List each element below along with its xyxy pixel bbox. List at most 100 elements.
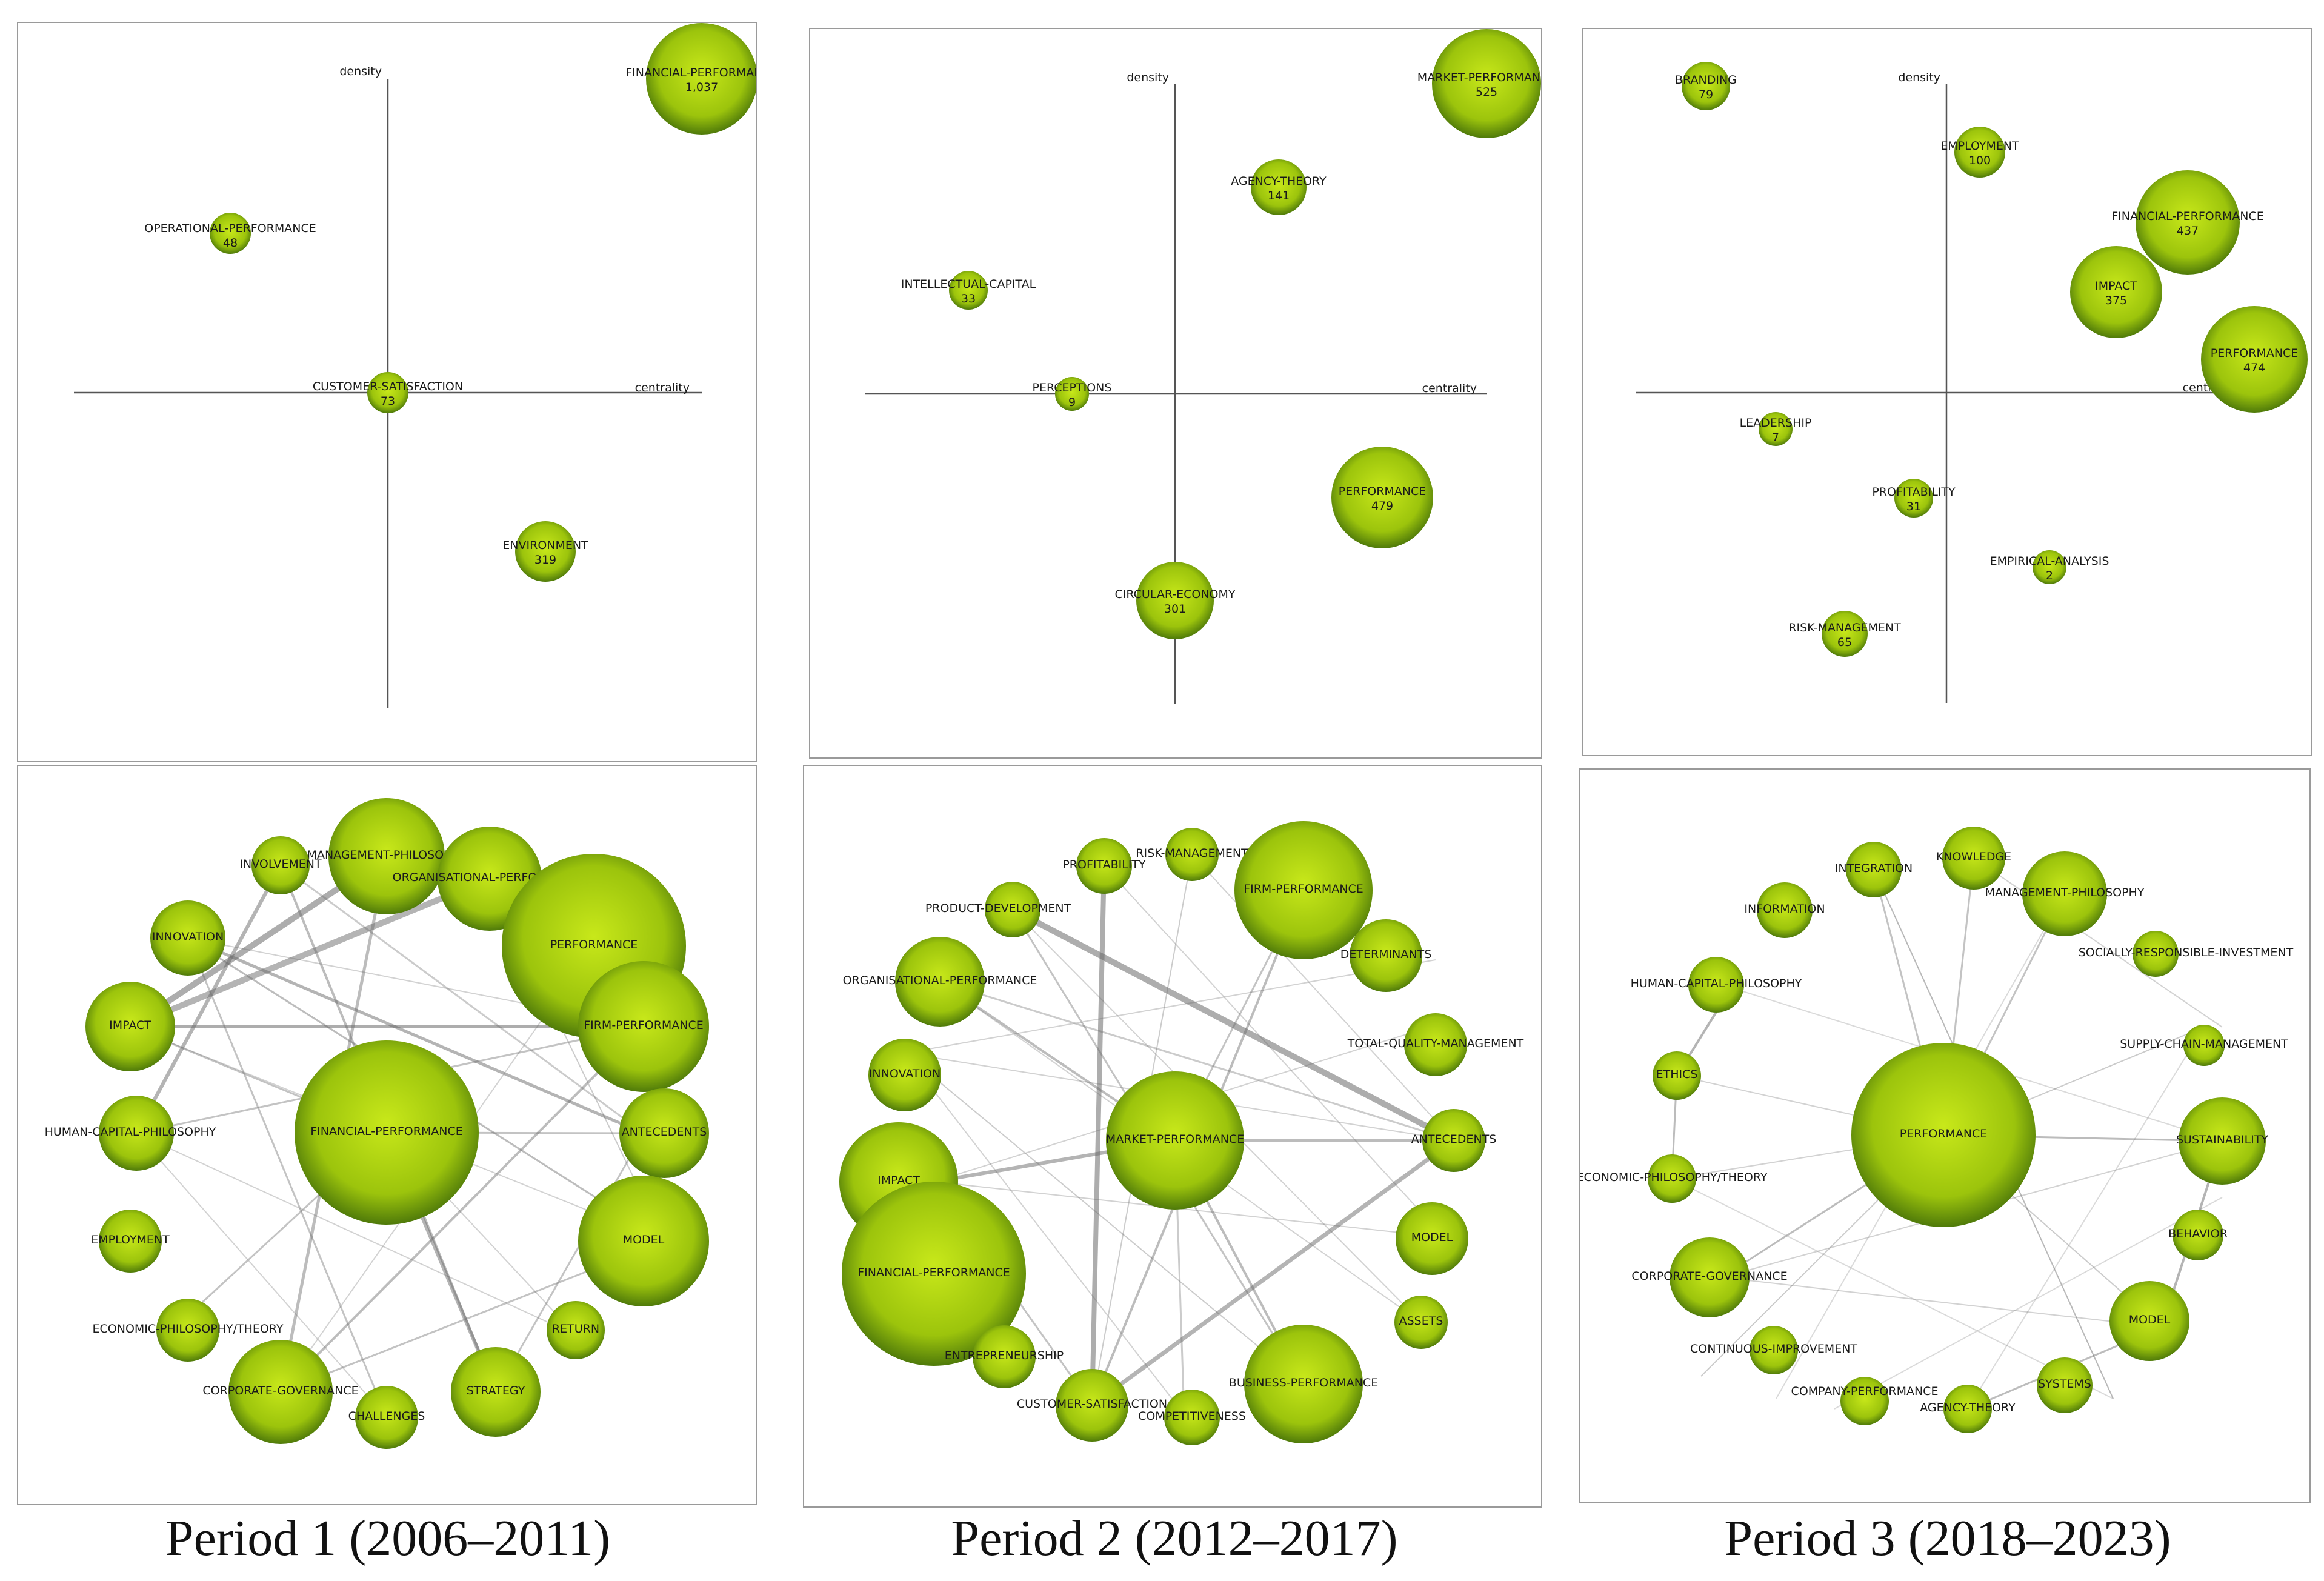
theme-bubble[interactable]: MARKET-PERFORMANCE 525	[1417, 29, 1542, 138]
network-node[interactable]: ANTECEDENTS	[1411, 1109, 1497, 1172]
theme-bubble[interactable]: PROFITABILITY 31	[1872, 479, 1956, 518]
network-node[interactable]: TOTAL-QUALITY-MANAGEMENT	[1347, 1013, 1524, 1076]
theme-bubble[interactable]: RISK-MANAGEMENT 65	[1788, 611, 1901, 657]
network-node[interactable]: ASSETS	[1394, 1296, 1448, 1349]
theme-bubble[interactable]: CUSTOMER-SATISFACTION 73	[313, 372, 463, 413]
network-node[interactable]: INNOVATION	[868, 1039, 941, 1111]
network-node[interactable]: COMPETITIVENESS	[1138, 1390, 1246, 1445]
svg-text:IMPACT: IMPACT	[2095, 279, 2137, 293]
svg-text:ENTREPRENEURSHIP: ENTREPRENEURSHIP	[945, 1349, 1064, 1362]
theme-bubble[interactable]: PERCEPTIONS 9	[1033, 377, 1112, 411]
svg-text:INVOLVEMENT: INVOLVEMENT	[239, 857, 322, 871]
svg-text:SYSTEMS: SYSTEMS	[2038, 1377, 2091, 1391]
svg-text:PERFORMANCE: PERFORMANCE	[1900, 1127, 1988, 1140]
svg-text:FIRM-PERFORMANCE: FIRM-PERFORMANCE	[1244, 882, 1363, 896]
network-node[interactable]: PRODUCT-DEVELOPMENT	[925, 882, 1071, 937]
svg-text:ECONOMIC-PHILOSOPHY/THEORY: ECONOMIC-PHILOSOPHY/THEORY	[93, 1322, 284, 1336]
network-node[interactable]: CORPORATE-GOVERNANCE	[202, 1340, 359, 1444]
network-node[interactable]: FINANCIAL-PERFORMANCE	[842, 1182, 1026, 1366]
network-node[interactable]: HUMAN-CAPITAL-PHILOSOPHY	[1631, 957, 1802, 1013]
network-node[interactable]: PROFITABILITY	[1062, 838, 1146, 894]
svg-text:INNOVATION: INNOVATION	[152, 930, 224, 944]
network-node[interactable]: CORPORATE-GOVERNANCE	[1631, 1237, 1788, 1317]
svg-text:PROFITABILITY: PROFITABILITY	[1062, 858, 1146, 871]
svg-text:100: 100	[1969, 154, 1991, 167]
svg-text:65: 65	[1837, 636, 1852, 649]
network-node[interactable]: MANAGEMENT-PHILOSOPHY	[307, 798, 467, 914]
svg-text:474: 474	[2243, 361, 2265, 374]
network-node[interactable]: KNOWLEDGE	[1936, 827, 2011, 890]
svg-text:PERCEPTIONS: PERCEPTIONS	[1033, 381, 1112, 394]
svg-text:MODEL: MODEL	[1411, 1231, 1453, 1244]
network-node[interactable]: SUPPLY-CHAIN-MANAGEMENT	[2120, 1025, 2288, 1066]
density-axis-label: density	[1127, 71, 1169, 84]
svg-text:AGENCY-THEORY: AGENCY-THEORY	[1231, 175, 1327, 188]
network-node[interactable]: INTEGRATION	[1835, 842, 1913, 897]
network-node[interactable]: MANAGEMENT-PHILOSOPHY	[1985, 851, 2145, 936]
network-node[interactable]: ECONOMIC-PHILOSOPHY/THEORY	[1580, 1154, 1768, 1203]
network-node[interactable]: MARKET-PERFORMANCE	[1106, 1071, 1244, 1210]
network-node[interactable]: MODEL	[1396, 1202, 1468, 1275]
network-node[interactable]: FIRM-PERFORMANCE	[1234, 821, 1373, 959]
network-node[interactable]: ECONOMIC-PHILOSOPHY/THEORY	[93, 1299, 284, 1362]
network-node[interactable]: INFORMATION	[1744, 882, 1825, 938]
network-node[interactable]: ENTREPRENEURSHIP	[945, 1325, 1064, 1388]
theme-bubble[interactable]: LEADERSHIP 7	[1740, 412, 1812, 446]
network-node[interactable]: IMPACT	[85, 982, 175, 1071]
network-node[interactable]: AGENCY-THEORY	[1920, 1385, 2016, 1433]
svg-text:MODEL: MODEL	[2129, 1313, 2171, 1326]
theme-bubble[interactable]: OPERATIONAL-PERFORMANCE 48	[144, 213, 316, 254]
svg-text:EMPLOYMENT: EMPLOYMENT	[91, 1233, 170, 1246]
svg-text:31: 31	[1906, 500, 1921, 513]
svg-text:FINANCIAL-PERFORMANCE: FINANCIAL-PERFORMANCE	[2111, 210, 2264, 223]
svg-text:BUSINESS-PERFORMANCE: BUSINESS-PERFORMANCE	[1229, 1376, 1378, 1390]
theme-bubble[interactable]: IMPACT 375	[2070, 246, 2162, 338]
network-node[interactable]: CHALLENGES	[348, 1386, 425, 1449]
theme-bubble[interactable]: PERFORMANCE 474	[2201, 306, 2308, 413]
svg-text:479: 479	[1371, 499, 1393, 513]
theme-bubble[interactable]: CIRCULAR-ECONOMY 301	[1115, 562, 1236, 639]
theme-bubble[interactable]: FINANCIAL-PERFORMANCE 437	[2111, 170, 2264, 275]
network-node[interactable]: INVOLVEMENT	[239, 836, 322, 894]
network-node[interactable]: MODEL	[2109, 1281, 2189, 1361]
theme-bubble[interactable]: AGENCY-THEORY 141	[1231, 159, 1327, 215]
theme-bubble[interactable]: EMPLOYMENT 100	[1940, 127, 2019, 178]
svg-text:ETHICS: ETHICS	[1656, 1068, 1698, 1081]
network-node[interactable]: CUSTOMER-SATISFACTION	[1017, 1369, 1167, 1442]
network-node[interactable]: PERFORMANCE	[1851, 1043, 2036, 1227]
theme-bubble[interactable]: ENVIRONMENT 319	[502, 521, 588, 582]
theme-bubble[interactable]: FINANCIAL-PERFORMANCE 1,037	[625, 23, 757, 135]
svg-text:CHALLENGES: CHALLENGES	[348, 1410, 425, 1423]
network-node[interactable]: COMPANY-PERFORMANCE	[1791, 1377, 1939, 1425]
network-node[interactable]: ETHICS	[1653, 1051, 1701, 1100]
svg-text:KNOWLEDGE: KNOWLEDGE	[1936, 850, 2011, 864]
network-node[interactable]: SOCIALLY-RESPONSIBLE-INVESTMENT	[2079, 931, 2294, 977]
network-node[interactable]: BEHAVIOR	[2168, 1210, 2228, 1260]
theme-bubble[interactable]: EMPIRICAL-ANALYSIS 2	[1990, 550, 2109, 584]
network-node[interactable]: FINANCIAL-PERFORMANCE	[295, 1040, 479, 1225]
network-node[interactable]: SYSTEMS	[2037, 1357, 2093, 1413]
strategic-map-period-3: density centrality BRANDING 79 EMPLOYMEN…	[1582, 28, 2312, 756]
network-node[interactable]: ANTECEDENTS	[619, 1088, 709, 1178]
network-node[interactable]: STRATEGY	[451, 1347, 541, 1437]
network-node[interactable]: RETURN	[547, 1301, 605, 1359]
network-node[interactable]: INNOVATION	[150, 900, 225, 976]
network-node[interactable]: HUMAN-CAPITAL-PHILOSOPHY	[45, 1096, 216, 1171]
density-axis-label: density	[1898, 71, 1940, 84]
network-node[interactable]: RISK-MANAGEMENT	[1136, 828, 1248, 881]
network-node[interactable]: CONTINUOUS-IMPROVEMENT	[1690, 1326, 1857, 1374]
network-node[interactable]: DETERMINANTS	[1340, 919, 1432, 992]
network-node[interactable]: EMPLOYMENT	[91, 1210, 170, 1273]
svg-text:IMPACT: IMPACT	[109, 1019, 151, 1032]
network-node[interactable]: SUSTAINABILITY	[2176, 1097, 2268, 1185]
svg-text:ENVIRONMENT: ENVIRONMENT	[502, 539, 588, 552]
network-node[interactable]: BUSINESS-PERFORMANCE	[1229, 1325, 1378, 1443]
network-node[interactable]: FIRM-PERFORMANCE	[578, 961, 709, 1092]
network-node[interactable]: ORGANISATIONAL-PERFORMANCE	[843, 937, 1037, 1027]
theme-bubble[interactable]: PERFORMANCE 479	[1331, 447, 1433, 548]
theme-bubble[interactable]: INTELLECTUAL-CAPITAL 33	[901, 271, 1036, 310]
theme-bubble[interactable]: BRANDING 79	[1675, 62, 1737, 110]
svg-text:525: 525	[1476, 85, 1497, 99]
svg-text:MANAGEMENT-PHILOSOPHY: MANAGEMENT-PHILOSOPHY	[1985, 886, 2145, 899]
network-node[interactable]: MODEL	[578, 1176, 709, 1306]
